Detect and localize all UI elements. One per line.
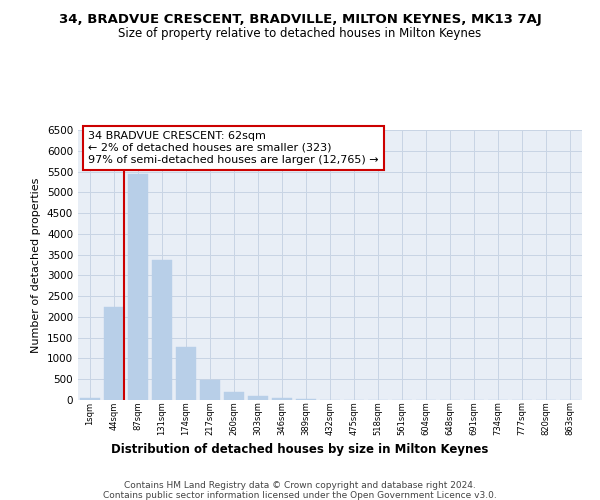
Text: Size of property relative to detached houses in Milton Keynes: Size of property relative to detached ho… bbox=[118, 28, 482, 40]
Bar bbox=[296, 399, 316, 400]
Bar bbox=[224, 392, 244, 400]
Bar bbox=[152, 260, 172, 400]
Text: 34 BRADVUE CRESCENT: 62sqm
← 2% of detached houses are smaller (323)
97% of semi: 34 BRADVUE CRESCENT: 62sqm ← 2% of detac… bbox=[88, 132, 379, 164]
Bar bbox=[176, 347, 196, 400]
Text: Distribution of detached houses by size in Milton Keynes: Distribution of detached houses by size … bbox=[112, 442, 488, 456]
Bar bbox=[248, 396, 268, 400]
Text: Contains public sector information licensed under the Open Government Licence v3: Contains public sector information licen… bbox=[103, 491, 497, 500]
Y-axis label: Number of detached properties: Number of detached properties bbox=[31, 178, 41, 352]
Text: 34, BRADVUE CRESCENT, BRADVILLE, MILTON KEYNES, MK13 7AJ: 34, BRADVUE CRESCENT, BRADVILLE, MILTON … bbox=[59, 12, 541, 26]
Bar bbox=[104, 306, 124, 400]
Bar bbox=[128, 174, 148, 400]
Text: Contains HM Land Registry data © Crown copyright and database right 2024.: Contains HM Land Registry data © Crown c… bbox=[124, 481, 476, 490]
Bar bbox=[80, 398, 100, 400]
Bar bbox=[200, 380, 220, 400]
Bar bbox=[272, 398, 292, 400]
